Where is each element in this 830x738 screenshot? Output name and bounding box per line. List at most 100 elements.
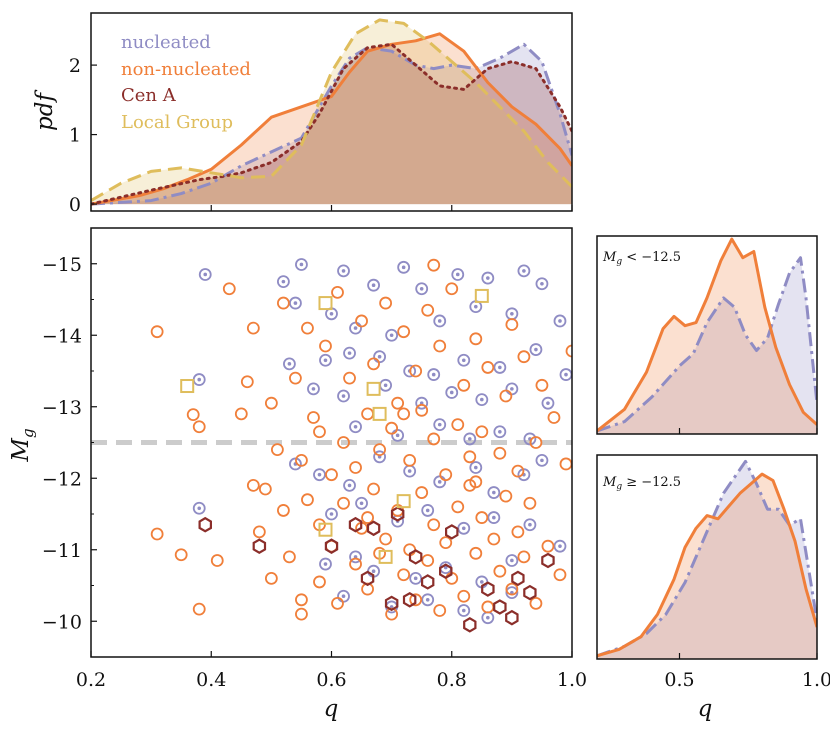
top-ytick-label-1: 1: [69, 125, 81, 147]
bright-kde-frame: [596, 235, 818, 435]
non-nucleated-point-4: [192, 420, 206, 434]
nucleated-point-26: [493, 361, 507, 374]
non-nucleated-point-34: [337, 496, 350, 510]
cen-a-point-7: [402, 592, 417, 608]
non-nucleated-point-31: [331, 596, 344, 610]
top-pdf-non-nucleated-fill: [91, 33, 572, 205]
non-nucleated-point-52: [397, 325, 411, 339]
local-group-point-5: [396, 494, 411, 509]
cen-a-point-0: [198, 516, 212, 533]
non-nucleated-point-107: [469, 475, 483, 489]
cen-a-point-4: [366, 520, 381, 537]
non-nucleated-point-11: [246, 478, 260, 492]
non-nucleated-point-22: [295, 593, 308, 607]
nucleated-point-25: [457, 353, 471, 367]
non-nucleated-point-94: [529, 436, 543, 449]
non-nucleated-point-72: [457, 378, 471, 392]
faint-kde-nucleated-curve: [597, 459, 817, 658]
nucleated-point-54: [192, 501, 206, 515]
faint-kde-lines: [597, 459, 817, 658]
bright-kde-panel: Mg < −12.5: [596, 235, 818, 435]
main-xtick-label-1: 0.4: [196, 669, 226, 691]
non-nucleated-point-79: [475, 425, 489, 439]
top-pdf-non-nucleated-curve: [91, 32, 572, 206]
cen-a-point-6: [390, 506, 405, 522]
non-nucleated-point-85: [499, 389, 513, 403]
nucleated-point-8: [481, 271, 495, 285]
non-nucleated-point-48: [385, 421, 399, 435]
non-nucleated-point-97: [541, 539, 555, 553]
nucleated-point-21: [343, 346, 356, 360]
nucleated-point-49: [433, 475, 447, 489]
non-nucleated-point-64: [433, 339, 447, 353]
nucleated-point-5: [397, 260, 411, 274]
nucleated-point-28: [559, 368, 572, 381]
non-nucleated-point-53: [397, 568, 411, 582]
top-pdf-nucleated-fill: [91, 44, 572, 205]
cen-a-point-10: [439, 563, 453, 579]
non-nucleated-point-3: [186, 408, 200, 422]
non-nucleated-point-91: [517, 350, 531, 364]
cen-a-point-13: [493, 599, 507, 615]
top-pdf-cen-a-fill: [91, 44, 572, 205]
nucleated-point-19: [283, 357, 296, 371]
non-nucleated-point-40: [361, 407, 374, 421]
non-nucleated-point-81: [481, 361, 495, 374]
non-nucleated-point-73: [457, 589, 471, 603]
cen-a-point-19: [360, 570, 375, 587]
non-nucleated-point-24: [301, 321, 314, 335]
non-nucleated-point-86: [499, 489, 513, 503]
non-nucleated-point-103: [295, 607, 308, 621]
non-nucleated-point-90: [511, 525, 525, 539]
non-nucleated-point-6: [210, 554, 224, 567]
non-nucleated-point-36: [349, 557, 362, 571]
top-pdf-lines: [91, 18, 572, 206]
bright-kde-fills: [597, 239, 817, 434]
non-nucleated-point-17: [276, 296, 290, 310]
nucleated-point-4: [367, 278, 380, 292]
nucleated-point-74: [481, 611, 495, 625]
non-nucleated-point-100: [559, 457, 572, 471]
non-nucleated-point-1: [150, 527, 164, 541]
cen-a-point-5: [384, 595, 399, 612]
cen-a-point-1: [252, 538, 267, 554]
non-nucleated-point-41: [361, 582, 374, 596]
nucleated-point-58: [421, 504, 435, 517]
non-nucleated-point-7: [222, 282, 236, 296]
nucleated-point-73: [457, 604, 471, 617]
nucleated-point-0: [198, 268, 212, 281]
nucleated-point-60: [487, 511, 501, 524]
bright-kde-lines: [597, 237, 817, 433]
faint-xtick-label-0: 0.5: [664, 669, 694, 691]
legend-cen-a: Cen A: [121, 85, 177, 106]
local-group-point-6: [474, 288, 489, 303]
nucleated-point-6: [415, 282, 429, 296]
faint-kde-ticks: 0.5 1.0: [664, 653, 830, 691]
legend-non-nucleated: non-nucleated: [121, 59, 251, 80]
nucleated-point-51: [487, 486, 501, 499]
nucleated-point-38: [349, 420, 362, 434]
non-nucleated-point-43: [367, 357, 380, 371]
non-nucleated-point-5: [192, 602, 206, 616]
faint-xtick-label-1: 1.0: [802, 669, 830, 691]
cen-a-point-3: [348, 516, 363, 533]
non-nucleated-point-39: [355, 314, 368, 328]
top-pdf-cen-a-curve: [91, 42, 572, 206]
non-nucleated-point-76: [469, 332, 483, 346]
non-nucleated-point-88: [505, 582, 519, 596]
nucleated-point-18: [553, 314, 567, 328]
local-group-point-3: [366, 381, 381, 396]
nucleated-point-2: [295, 258, 308, 271]
non-nucleated-point-68: [445, 282, 459, 296]
non-nucleated-point-95: [529, 596, 543, 610]
non-nucleated-point-15: [264, 396, 278, 410]
nucleated-point-17: [505, 307, 519, 321]
non-nucleated-point-8: [234, 407, 248, 421]
main-scatter-panel: 0.2 0.4 0.6 0.8 1.0 −15 −14 −13 −12 −11 −10 Mg q: [8, 227, 587, 722]
cen-a-point-8: [408, 549, 423, 565]
faint-kde-panel: 0.5 1.0 Mg ≥ −12.5 q: [596, 454, 830, 722]
non-nucleated-point-58: [415, 486, 429, 499]
non-nucleated-point-19: [283, 550, 296, 564]
faint-kde-frame: [596, 454, 818, 660]
cen-a-point-14: [505, 609, 519, 626]
